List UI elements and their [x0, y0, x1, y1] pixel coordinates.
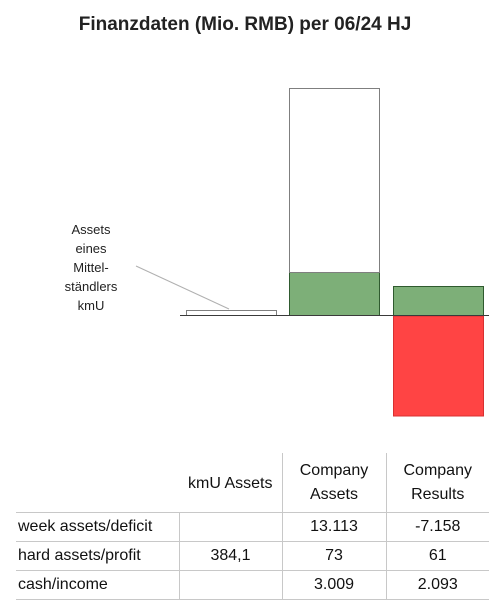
cell-company-assets: 3.009 — [281, 570, 386, 600]
table-header-kmu-assets: kmU Assets — [179, 453, 282, 513]
annotation-line: eines — [75, 241, 107, 256]
chart-plot: Assets eines Mittel-ständlers kmU — [65, 88, 489, 417]
annotation-label: Assets eines Mittel-ständlers kmU — [65, 222, 118, 313]
annotation-line: Mittel- — [73, 260, 108, 275]
cell-company-assets: 73 — [281, 541, 386, 571]
bar-company-assets-hard — [289, 272, 380, 316]
table-header-company-assets-text: Company Assets — [299, 461, 369, 503]
bar-kmu-assets-hard — [186, 310, 277, 316]
data-table: kmU Assets Company Assets Company Result… — [16, 453, 489, 600]
cell-kmu — [178, 570, 282, 600]
row-label: cash/income — [16, 570, 179, 600]
cell-company-results: -7.158 — [385, 512, 489, 542]
annotation-leader-line — [135, 265, 230, 310]
bar-company-assets-week — [289, 88, 380, 273]
cell-company-results: 61 — [385, 541, 489, 571]
table-header-company-results-text: Company Results — [403, 461, 472, 503]
annotation-line: ständlers — [65, 279, 118, 294]
row-label: hard assets/profit — [16, 541, 179, 571]
cell-kmu — [178, 512, 282, 542]
table-header-company-results: Company Results — [385, 453, 489, 513]
table-row: cash/income 3.009 2.093 — [16, 570, 489, 600]
table-header-corner — [16, 453, 179, 513]
row-label: week assets/deficit — [16, 512, 179, 542]
bar-company-results-hard — [393, 286, 484, 316]
bar-company-results-deficit — [393, 315, 484, 417]
table-header-row: kmU Assets Company Assets Company Result… — [16, 453, 489, 513]
cell-company-assets: 13.113 — [281, 512, 386, 542]
chart-title: Finanzdaten (Mio. RMB) per 06/24 HJ — [78, 14, 412, 35]
table-row: week assets/deficit 13.113 -7.158 — [16, 512, 489, 542]
table-row: hard assets/profit 384,1 73 61 — [16, 541, 489, 571]
annotation-line: kmU — [78, 298, 105, 313]
table-header-company-assets: Company Assets — [281, 453, 386, 513]
cell-kmu: 384,1 — [178, 541, 282, 571]
cell-company-results: 2.093 — [385, 570, 489, 600]
annotation-line: Assets — [71, 222, 111, 237]
